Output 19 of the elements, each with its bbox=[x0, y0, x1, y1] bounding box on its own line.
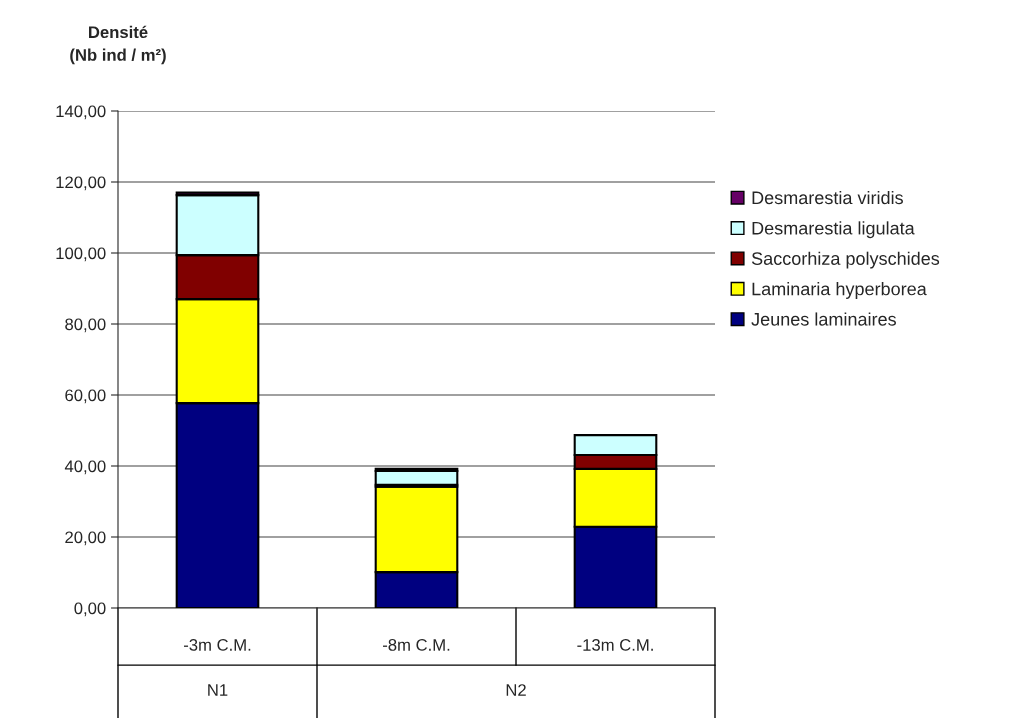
x-tick-label: -3m C.M. bbox=[183, 639, 251, 651]
y-tick-label: 20,00 bbox=[65, 531, 106, 546]
legend-label: Jeunes laminaires bbox=[751, 312, 896, 326]
text: N1 bbox=[208, 684, 228, 696]
legend-label: Saccorhiza polyschides bbox=[751, 251, 940, 269]
y-axis-title: Densité (Nb ind / m²) bbox=[70, 25, 166, 65]
y-tick-label: 120,00 bbox=[56, 176, 106, 191]
legend-label: Laminaria hyperborea bbox=[752, 282, 927, 299]
y-tick-label: 100,00 bbox=[56, 247, 106, 262]
x-tick-label: -13m C.M. bbox=[577, 639, 653, 651]
legend-label: Desmarestia viridis bbox=[752, 190, 903, 205]
text: N2 bbox=[506, 684, 526, 696]
y-tick-label: 60,00 bbox=[65, 389, 106, 404]
y-tick-label: 140,00 bbox=[56, 105, 106, 120]
y-tick-label: 40,00 bbox=[64, 460, 106, 475]
y-tick-label: 80,00 bbox=[65, 318, 106, 333]
x-tick-label: -8m C.M. bbox=[382, 639, 450, 651]
y-tick-label: 0,00 bbox=[74, 602, 106, 617]
legend-label: Desmarestia ligulata bbox=[752, 221, 915, 239]
